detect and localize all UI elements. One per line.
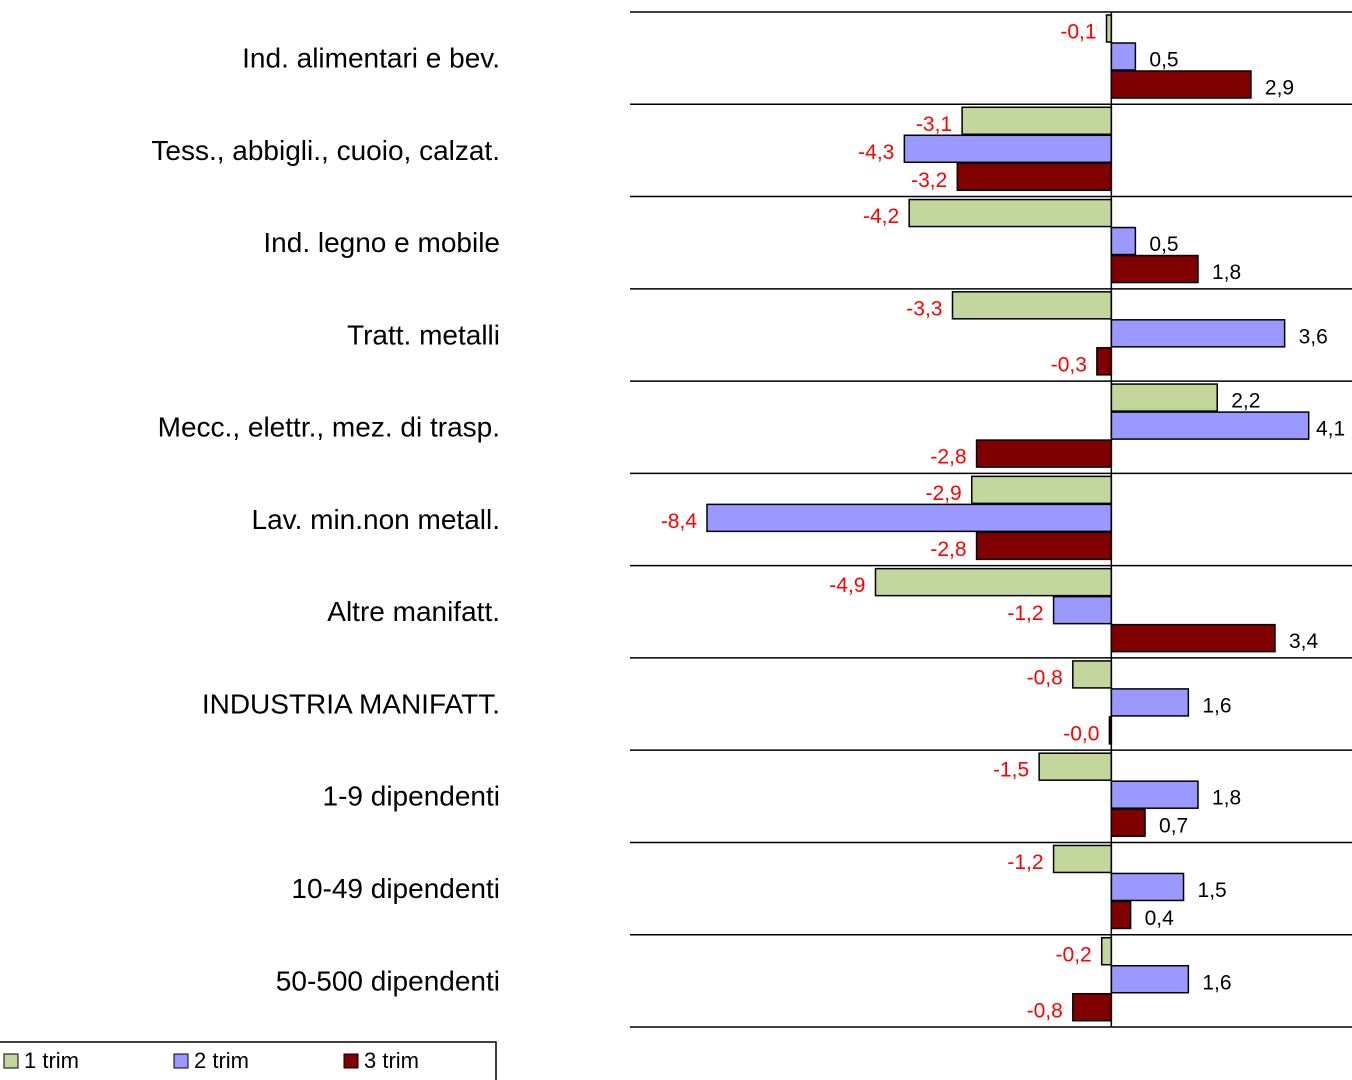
- bar: [1110, 226, 1137, 256]
- value-label: -0,0: [1063, 722, 1099, 745]
- category-label: 1-9 dipendenti: [323, 781, 500, 812]
- bar: [706, 503, 1113, 533]
- value-label: 0,7: [1159, 815, 1188, 838]
- value-label: 1,8: [1212, 787, 1241, 810]
- value-label: 0,4: [1145, 907, 1175, 930]
- value-label: 1,6: [1202, 971, 1231, 994]
- bar: [1110, 964, 1190, 994]
- bar: [970, 475, 1113, 505]
- bar: [1110, 780, 1199, 809]
- value-label: -0,8: [1027, 666, 1063, 689]
- bar: [956, 162, 1113, 192]
- value-label: 1,5: [1198, 879, 1227, 902]
- legend-label: 2 trim: [194, 1048, 249, 1073]
- value-label: -2,8: [930, 538, 966, 561]
- bar: [1038, 752, 1113, 781]
- category-label: Ind. legno e mobile: [263, 227, 500, 258]
- value-label: 3,6: [1299, 325, 1328, 348]
- bar: [1052, 595, 1113, 625]
- bar: [1110, 254, 1199, 284]
- category-label: Altre manifatt.: [327, 596, 500, 627]
- bar: [874, 567, 1113, 597]
- value-label: -0,1: [1060, 21, 1096, 44]
- value-label: -1,2: [1007, 602, 1043, 625]
- category-label: 10-49 dipendenti: [291, 873, 500, 904]
- legend-label: 1 trim: [24, 1048, 79, 1073]
- value-label: 1,6: [1202, 694, 1231, 717]
- value-label: 4,1: [1316, 418, 1345, 441]
- value-label: -3,1: [916, 113, 952, 136]
- category-label: Lav. min.non metall.: [252, 504, 501, 535]
- value-label: -1,5: [993, 759, 1029, 782]
- bar: [1110, 623, 1276, 653]
- legend-swatch: [3, 1053, 19, 1069]
- category-label: 50-500 dipendenti: [276, 965, 500, 996]
- category-label: Tratt. metalli: [347, 319, 500, 350]
- bar: [908, 198, 1113, 228]
- value-label: 2,9: [1265, 77, 1294, 100]
- bar: [1110, 319, 1286, 348]
- category-label: INDUSTRIA MANIFATT.: [202, 688, 500, 719]
- value-label: 2,2: [1231, 390, 1260, 413]
- bar: [951, 291, 1113, 320]
- bar: [1100, 936, 1113, 966]
- bar: [1110, 872, 1185, 902]
- bar: [1096, 347, 1113, 376]
- bar: [975, 439, 1113, 468]
- value-label: -0,2: [1056, 943, 1092, 966]
- value-label: -0,8: [1027, 999, 1063, 1022]
- value-label: 0,5: [1149, 233, 1178, 256]
- value-label: -4,2: [863, 205, 899, 228]
- category-label: Mecc., elettr., mez. di trasp.: [158, 412, 500, 443]
- bar: [1110, 42, 1137, 71]
- category-label: Ind. alimentari e bev.: [242, 43, 500, 74]
- bar: [1110, 70, 1252, 99]
- bar: [903, 134, 1113, 164]
- bar: [1072, 660, 1113, 689]
- value-label: -3,2: [911, 169, 947, 192]
- value-label: 0,5: [1149, 49, 1178, 72]
- legend-swatch: [173, 1053, 189, 1069]
- value-label: -2,9: [926, 482, 962, 505]
- category-label: Tess., abbigli., cuoio, calzat.: [151, 135, 500, 166]
- bar: [961, 106, 1113, 136]
- legend-box: [0, 1041, 497, 1080]
- bar: [1110, 411, 1310, 440]
- value-label: -0,3: [1051, 353, 1087, 376]
- value-label: -4,9: [829, 574, 865, 597]
- bar: [1110, 808, 1146, 837]
- bar: [1110, 688, 1190, 717]
- value-label: -3,3: [906, 297, 942, 320]
- value-label: -2,8: [930, 446, 966, 469]
- bar: [1110, 900, 1132, 930]
- value-label: -4,3: [858, 141, 894, 164]
- legend-swatch: [343, 1053, 359, 1069]
- bar: [1072, 992, 1113, 1022]
- value-label: 3,4: [1289, 630, 1319, 653]
- legend-label: 3 trim: [364, 1048, 419, 1073]
- value-label: 1,8: [1212, 261, 1241, 284]
- value-label: -1,2: [1007, 851, 1043, 874]
- bar: [1052, 844, 1113, 874]
- bar: [975, 531, 1113, 561]
- bar: [1110, 383, 1218, 412]
- value-label: -8,4: [661, 510, 698, 533]
